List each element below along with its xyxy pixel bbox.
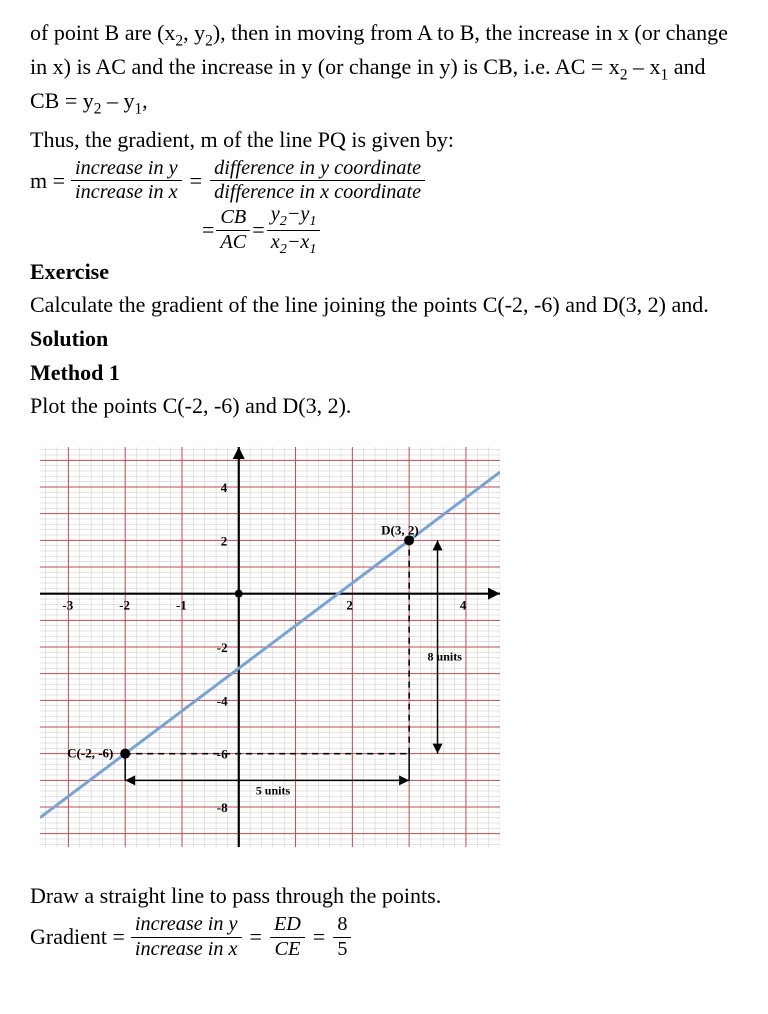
text: −y [287,203,310,225]
fraction-cb-ac: CB AC [216,207,250,252]
svg-text:4: 4 [221,480,228,495]
fraction-increase-2: increase in y increase in x [131,914,242,959]
numerator: y2−y1 [267,204,321,231]
numerator: increase in y [131,914,242,937]
equals-sign: = [202,215,214,245]
numerator: ED [270,914,305,937]
svg-text:8 units: 8 units [428,649,463,663]
svg-text:4: 4 [460,598,467,613]
svg-text:-1: -1 [176,598,187,613]
fraction-difference: difference in y coordinate difference in… [210,158,425,203]
subscript: 2 [205,32,213,49]
draw-text: Draw a straight line to pass through the… [30,881,738,911]
gradient-equation: Gradient = increase in y increase in x =… [30,914,738,959]
denominator: AC [216,231,250,253]
exercise-heading: Exercise [30,259,109,284]
svg-text:-4: -4 [217,693,228,708]
fraction-8-5: 8 5 [333,914,351,959]
subscript: 1 [309,241,316,257]
subscript: 1 [309,213,316,229]
text: y [271,203,280,225]
text: , [142,88,148,113]
paragraph-thus: Thus, the gradient, m of the line PQ is … [30,125,738,155]
svg-text:-8: -8 [217,800,228,815]
equals-sign: = [252,215,264,245]
denominator: difference in x coordinate [210,181,425,203]
subscript: 2 [280,241,287,257]
exercise-text: Calculate the gradient of the line joini… [30,290,738,320]
equals-sign: = [250,922,262,952]
text: – x [628,54,661,79]
text: x [271,231,280,253]
svg-text:-2: -2 [119,598,130,613]
svg-text:-3: -3 [62,598,73,613]
denominator: x2−x1 [267,231,321,257]
svg-text:2: 2 [346,598,353,613]
fraction-ed-ce: ED CE [270,914,305,959]
solution-heading: Solution [30,326,108,351]
plot-text: Plot the points C(-2, -6) and D(3, 2). [30,391,738,421]
denominator: increase in x [71,181,182,203]
svg-text:-2: -2 [217,640,228,655]
denominator: CE [270,938,305,960]
fraction-y2y1: y2−y1 x2−x1 [267,204,321,257]
svg-text:5 units: 5 units [256,783,291,797]
subscript: 2 [280,213,287,229]
svg-text:C(-2, -6): C(-2, -6) [67,746,113,761]
denominator: increase in x [131,938,242,960]
coordinate-graph: -3-2-12424-2-4-6-8D(3, 2)C(-2, -6)5 unit… [40,447,500,847]
graph-container: -3-2-12424-2-4-6-8D(3, 2)C(-2, -6)5 unit… [40,447,738,855]
text: of point B are (x [30,20,175,45]
paragraph-intro: of point B are (x2, y2), then in moving … [30,18,738,121]
denominator: 5 [333,938,351,960]
text: , y [183,20,205,45]
equals-sign: = [190,166,202,196]
m-equals: m = [30,166,65,196]
svg-text:2: 2 [221,533,228,548]
svg-text:D(3, 2): D(3, 2) [381,522,419,537]
equation-m-line2: = CB AC = y2−y1 x2−x1 [202,204,738,257]
equals-sign: = [313,922,325,952]
numerator: 8 [333,914,351,937]
numerator: CB [216,207,250,230]
numerator: difference in y coordinate [210,158,425,181]
equation-m: m = increase in y increase in x = differ… [30,158,738,203]
gradient-label: Gradient = [30,922,125,952]
subscript: 2 [620,67,628,84]
method1-heading: Method 1 [30,360,120,385]
text: −x [287,231,310,253]
fraction-increase: increase in y increase in x [71,158,182,203]
subscript: 2 [175,32,183,49]
numerator: increase in y [71,158,182,181]
text: – y [101,88,134,113]
